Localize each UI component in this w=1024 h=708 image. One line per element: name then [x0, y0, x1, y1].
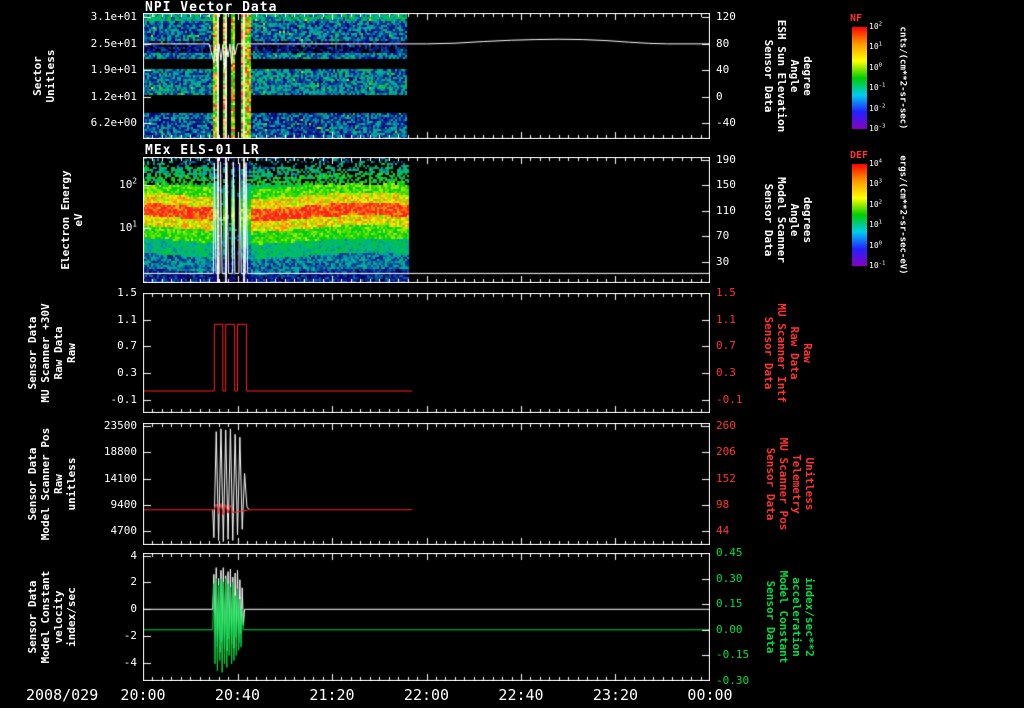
y-tick-label-left: 1.5: [117, 286, 137, 299]
panel-title-els: MEx ELS-01 LR: [145, 143, 260, 158]
y-axis-label-left-model-scanner-pos: Sensor Data Model Scanner Pos Raw unitless: [26, 427, 78, 541]
y-tick-label-left: 6.2e+00: [90, 116, 137, 130]
y-tick-label-right: 0.15: [716, 597, 743, 611]
colorbar-tick-label: 10-1: [869, 260, 886, 270]
colorbar-tick-label: 100: [869, 62, 883, 72]
x-tick-label: 21:20: [309, 686, 355, 704]
y-tick-label-right: -0.15: [716, 648, 750, 662]
y-tick-label-left: 0.3: [117, 366, 137, 380]
y-tick-label-right: 44: [716, 523, 730, 537]
x-tick-label: 20:40: [214, 686, 261, 704]
y-axis-label-right-model-constant: index/sec**2 acceleration Model Constant Se…: [764, 570, 816, 664]
y-tick-label-right: 206: [716, 445, 736, 459]
colorbar-def: [852, 164, 867, 266]
y-tick-label-left: 1.9e+01: [90, 63, 137, 77]
colorbar-title-nf: NF: [850, 13, 863, 24]
colorbar-nf: [852, 27, 867, 129]
colorbar-tick-label: 10-1: [869, 82, 886, 93]
y-tick-label-left: 1.2e+01: [90, 89, 137, 103]
x-tick-label: 22:00: [403, 686, 450, 704]
y-tick-label-right: 70: [716, 229, 730, 242]
y-tick-label-left: 2: [130, 575, 137, 589]
colorbar-tick-label: 100: [869, 239, 883, 250]
y-tick-label-right: 260: [716, 419, 736, 433]
panel-title-npi: NPI Vector Data: [145, 0, 278, 15]
y-tick-label-left: 18800: [103, 445, 137, 459]
y-tick-label-right: 0.7: [716, 339, 736, 353]
colorbar-unit-def: ergs/(cm**2-sr-sec-eV): [897, 155, 908, 275]
y-tick-label-right: 150: [716, 177, 736, 191]
y-tick-label-left: 101: [119, 218, 137, 234]
y-tick-label-right: 1.5: [716, 286, 736, 299]
y-tick-label-right: 30: [716, 254, 730, 268]
colorbar-tick-label: 10-3: [869, 123, 886, 133]
y-tick-label-left: 1.1: [117, 312, 137, 326]
y-tick-label-left: -0.1: [110, 392, 138, 406]
y-tick-label-left: -4: [123, 656, 137, 670]
colorbar-tick-label: 104: [869, 158, 883, 168]
colorbar-tick-label: 103: [869, 178, 883, 189]
colorbar-tick-label: 102: [869, 21, 883, 31]
y-tick-label-right: 0.45: [716, 546, 743, 559]
y-tick-label-left: -2: [123, 629, 137, 643]
y-tick-label-right: 0.30: [716, 571, 743, 585]
colorbar-unit-nf: cnts/(cm**2-sr-sec): [897, 26, 908, 130]
colorbar-tick-label: 10-2: [869, 102, 886, 113]
y-axis-label-left-npi: Sector Unitless: [31, 49, 57, 103]
y-tick-label-right: 40: [716, 63, 730, 77]
y-axis-label-left-model-constant: Sensor Data Model Constant velocity index/s…: [26, 570, 78, 664]
panel-plot-model-constant: [143, 553, 710, 681]
y-tick-label-right: -40: [716, 116, 736, 130]
y-tick-label-right: 0.00: [716, 622, 743, 636]
y-tick-label-right: 80: [716, 36, 730, 50]
y-tick-label-right: 98: [716, 497, 730, 511]
y-tick-label-left: 3.1e+01: [90, 10, 137, 24]
y-axis-label-right-els: degrees Angle Model Scanner Sensor Data: [762, 176, 814, 264]
y-tick-label-left: 14100: [103, 471, 137, 485]
x-tick-label: 20:00: [120, 686, 166, 704]
y-axis-label-right-mu-scanner-30v: Raw Raw Data MU Scanner Intf Sensor Data: [762, 303, 814, 403]
panel-plot-mu-scanner-30v: [143, 293, 710, 413]
y-tick-label-right: 0: [716, 89, 723, 103]
colorbar-tick-label: 102: [869, 199, 883, 209]
panel-plot-model-scanner-pos: [143, 423, 710, 545]
x-tick-label: 23:20: [592, 686, 639, 704]
x-axis-date-label: 2008/029: [26, 686, 99, 704]
y-tick-label-right: 1.1: [716, 312, 736, 326]
y-axis-label-right-model-scanner-pos: Unitless Telemetry MU Scanner Pos Sensor Da…: [764, 437, 816, 531]
x-tick-label: 22:40: [498, 686, 544, 704]
panel-plot-els: [143, 157, 710, 283]
x-tick-label: 00:00: [687, 686, 733, 704]
colorbar-tick-label: 101: [869, 41, 883, 52]
y-tick-label-left: 4700: [110, 523, 138, 537]
y-axis-label-left-mu-scanner-30v: Sensor Data MU Scanner +30V Raw Data Raw: [26, 303, 78, 403]
y-tick-label-left: 4: [130, 548, 137, 562]
y-tick-label-right: -0.1: [716, 392, 743, 406]
y-tick-label-left: 2.5e+01: [90, 36, 137, 50]
y-tick-label-left: 0.7: [117, 339, 137, 353]
y-tick-label-right: 152: [716, 471, 736, 485]
colorbar-tick-label: 101: [869, 219, 883, 230]
y-tick-label-left: 23500: [103, 419, 137, 433]
y-tick-label-right: 0.3: [716, 366, 736, 380]
y-tick-label-right: -0.30: [716, 674, 750, 687]
y-axis-label-right-npi: degree Angle ESH Sun Elevation Sensor Data: [762, 19, 814, 133]
colorbar-title-def: DEF: [850, 150, 869, 161]
y-tick-label-left: 9400: [110, 497, 138, 511]
y-axis-label-left-els: Electron Energy eV: [59, 170, 85, 270]
panel-plot-npi: [143, 13, 710, 139]
y-tick-label-right: 110: [716, 203, 736, 217]
y-tick-label-left: 0: [130, 602, 137, 616]
y-tick-label-left: 102: [119, 176, 137, 191]
y-tick-label-right: 120: [716, 10, 736, 24]
y-tick-label-right: 190: [716, 153, 736, 167]
